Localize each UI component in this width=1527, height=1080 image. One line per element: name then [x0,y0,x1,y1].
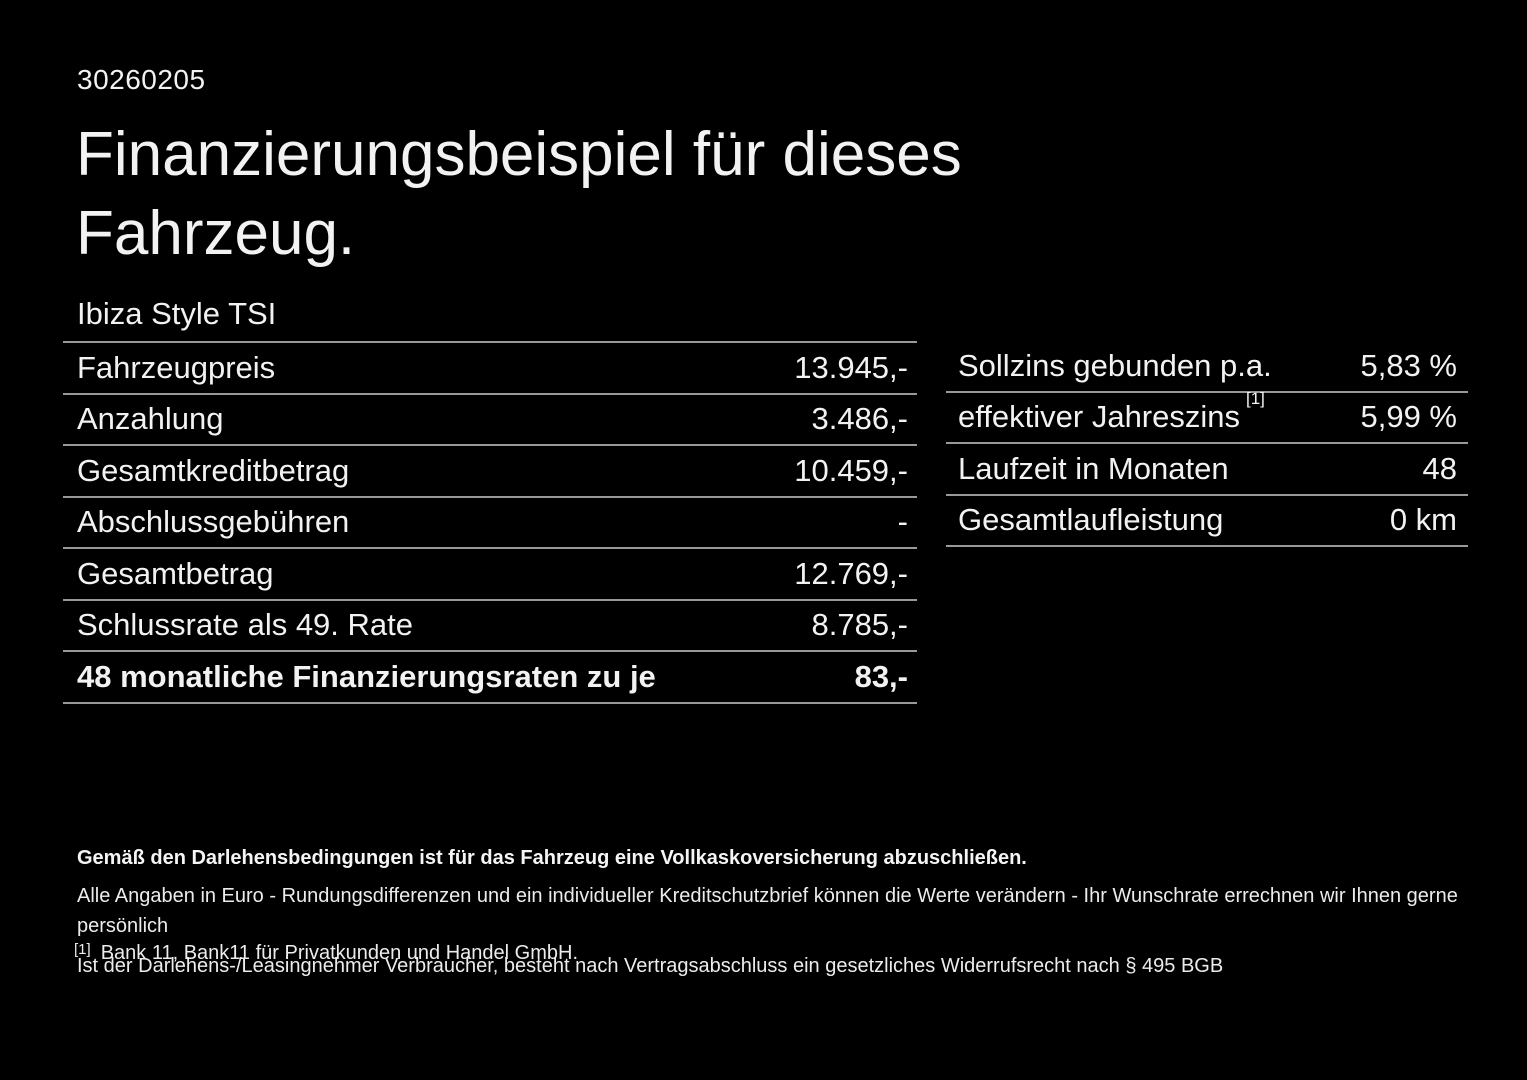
row-value: 10.459,- [794,452,908,488]
row-value: 5,99 % [1360,399,1457,435]
row-value: 12.769,- [794,555,908,591]
withdrawal-right-note: Ist der Darlehens-/Leasingnehmer Verbrau… [77,955,1224,977]
row-value: 3.486,- [811,401,908,437]
insurance-note: Gemäß den Darlehensbedingungen ist für d… [77,847,1027,869]
row-label: Anzahlung [77,401,224,437]
row-label: 48 monatliche Finanzierungsraten zu je [77,658,656,694]
row-label: Laufzeit in Monaten [958,450,1229,486]
row-value: 5,83 % [1360,347,1457,383]
row-value: 13.945,- [794,349,908,385]
row-label: Sollzins gebunden p.a. [958,347,1272,383]
legal-notes: Gemäß den Darlehensbedingungen ist für d… [77,847,1477,991]
footnote-marker: [1] [74,941,91,958]
document-number: 30260205 [77,64,206,95]
row-label: Gesamtkreditbetrag [77,452,350,488]
table-row-effektiver-jahreszins: effektiver Jahreszins [1] 5,99 % [946,389,1468,444]
financing-table: Fahrzeugpreis 13.945,- Anzahlung 3.486,-… [63,341,917,704]
bank-footnote: [1] Bank 11, Bank11 für Privatkunden und … [74,941,579,965]
conditions-table: Sollzins gebunden p.a. 5,83 % effektiver… [946,341,1468,547]
row-value: 83,- [854,658,908,694]
page-title-line-1: Finanzierungsbeispiel für dieses [76,120,962,189]
table-row-fahrzeugpreis: Fahrzeugpreis 13.945,- [63,343,917,395]
row-label-text: effektiver Jahreszins [958,399,1240,435]
row-value: - [897,504,908,540]
row-value: 8.785,- [811,607,908,643]
table-row-monatsrate: 48 monatliche Finanzierungsraten zu je 8… [63,652,917,704]
row-value: 48 [1422,450,1457,486]
euro-rounding-note: Alle Angaben in Euro - Rundungsdifferenz… [77,885,1458,937]
footnote-text: Bank 11, Bank11 für Privatkunden und Han… [100,942,579,964]
table-row-gesamtlaufleistung: Gesamtlaufleistung 0 km [946,496,1468,547]
table-row-laufzeit: Laufzeit in Monaten 48 [946,444,1468,496]
vehicle-model: Ibiza Style TSI [77,296,277,331]
row-label: Gesamtlaufleistung [958,502,1224,538]
table-row-gesamtbetrag: Gesamtbetrag 12.769,- [63,549,917,601]
page-title: Finanzierungsbeispiel für dieses Fahrzeu… [76,115,962,273]
row-label: Gesamtbetrag [77,555,274,591]
row-label: effektiver Jahreszins [1] [958,389,1265,435]
table-row-abschlussgebuehren: Abschlussgebühren - [63,498,917,549]
row-label: Schlussrate als 49. Rate [77,607,414,643]
row-value: 0 km [1389,502,1457,538]
table-row-gesamtkreditbetrag: Gesamtkreditbetrag 10.459,- [63,446,917,498]
footnote-reference: [1] [1246,388,1265,408]
page-title-line-2: Fahrzeug. [76,199,356,268]
table-row-sollzins: Sollzins gebunden p.a. 5,83 % [946,341,1468,393]
table-row-schlussrate: Schlussrate als 49. Rate 8.785,- [63,601,917,652]
table-row-anzahlung: Anzahlung 3.486,- [63,395,917,446]
row-label: Fahrzeugpreis [77,349,276,385]
row-label: Abschlussgebühren [77,504,350,540]
